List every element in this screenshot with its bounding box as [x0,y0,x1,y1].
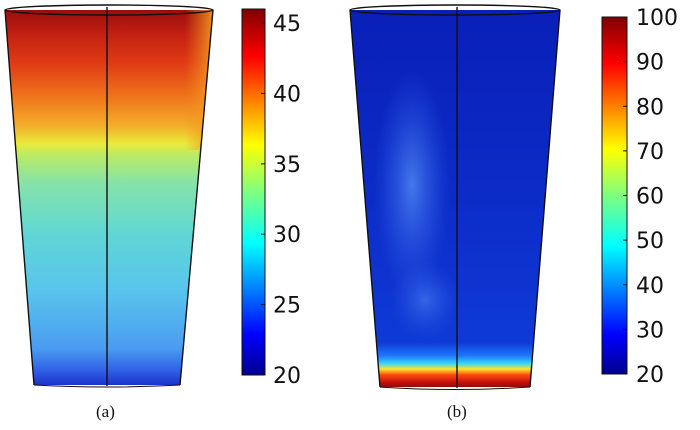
colorbar-tick-label: 25 [273,294,301,319]
colorbar-tick-label: 60 [636,185,664,210]
colorbar-tick-label: 70 [636,140,664,165]
colorbar-tick-label: 50 [636,229,664,254]
colorbar-tick-label: 30 [273,223,301,248]
colorbar-tick-label: 35 [273,153,301,178]
panel-b-bottom [379,386,531,390]
colorbar-tick-label: 20 [273,364,301,389]
panel-a-rim [4,4,214,16]
colorbar-tick-label: 30 [636,318,664,343]
colorbar-tick-label: 90 [636,51,664,76]
panel-a-bottom [33,384,181,388]
panel-a: (a) [4,4,214,421]
panel-b-plume-2 [390,260,460,340]
colorbar-tick-label: 40 [636,274,664,299]
colorbar-b-gradient [601,16,628,375]
panel-b-plume [374,70,450,300]
colorbar-a-gradient [241,8,266,376]
colorbar-b: 20 30 40 50 60 70 80 90 100 [601,6,678,388]
panel-a-field [5,10,213,385]
panel-b-label: (b) [447,402,467,421]
colorbar-tick-label: 80 [636,95,664,120]
colorbar-tick-label: 20 [636,363,664,388]
colorbar-a: 20 25 30 35 40 45 [241,8,301,389]
panel-a-label: (a) [96,402,115,421]
colorbar-tick-label: 40 [273,82,301,107]
panel-b-rim [349,4,561,16]
colorbar-tick-label: 100 [636,6,678,31]
colorbar-tick-label: 45 [273,12,301,37]
panel-a-outline [4,9,214,386]
panel-b: (b) [349,4,561,421]
panel-b-outline [349,9,561,388]
